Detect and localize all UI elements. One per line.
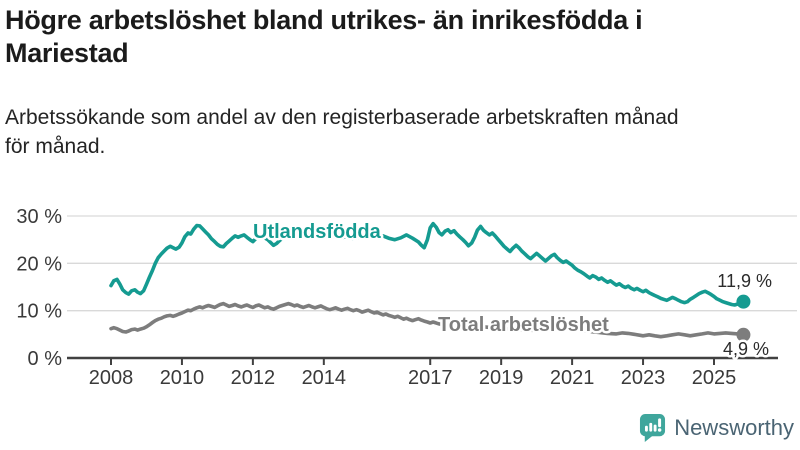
newsworthy-speech-bubble-bar-chart-icon xyxy=(640,414,666,442)
end-value-label-utlandsfodda: 11,9 % xyxy=(717,271,772,291)
y-tick-label: 0 % xyxy=(28,348,63,370)
page-title: Högre arbetslöshet bland utrikes- än inr… xyxy=(5,4,793,70)
x-tick-label: 2010 xyxy=(160,367,205,389)
x-tick-label: 2023 xyxy=(621,367,666,389)
chart-subtitle: Arbetssökande som andel av den registerb… xyxy=(5,103,793,161)
series-label-total-arbetsloshet: Total arbetslöshet xyxy=(438,314,609,336)
y-tick-label: 20 % xyxy=(16,253,62,275)
subtitle-line-2: för månad. xyxy=(5,135,106,158)
newsworthy-logo: Newsworthy xyxy=(639,413,794,443)
x-tick-label: 2017 xyxy=(408,367,453,389)
subtitle-line-1: Arbetssökande som andel av den registerb… xyxy=(5,106,679,129)
x-tick-label: 2025 xyxy=(692,367,737,389)
y-tick-label: 30 % xyxy=(16,206,62,228)
unemployment-line-chart: 0 % 10 % 20 % 30 % 2008 2010 2012 2014 2017 2019 2… xyxy=(16,206,797,389)
series-end-dot-total xyxy=(736,327,751,342)
series-label-utlandsfodda: Utlandsfödda xyxy=(253,221,382,243)
series-line-utlandsfodda xyxy=(109,221,746,307)
series-end-dot-utlandsfodda xyxy=(736,294,751,309)
x-tick-label: 2021 xyxy=(550,367,595,389)
title-line-2: Mariestad xyxy=(5,38,129,68)
series-line-total xyxy=(109,301,746,339)
x-tick-label: 2019 xyxy=(479,367,524,389)
x-tick-label: 2008 xyxy=(89,367,134,389)
y-tick-label: 10 % xyxy=(16,301,62,323)
grid-layer: 0 % 10 % 20 % 30 % 2008 2010 2012 2014 2017 2019 2… xyxy=(16,206,797,389)
brand-name: Newsworthy xyxy=(674,415,794,440)
title-line-1: Högre arbetslöshet bland utrikes- än inr… xyxy=(5,5,643,35)
x-tick-label: 2014 xyxy=(302,367,347,389)
end-value-label-total: 4,9 % xyxy=(723,339,769,359)
line-layer xyxy=(109,221,751,342)
x-tick-label: 2012 xyxy=(231,367,276,389)
